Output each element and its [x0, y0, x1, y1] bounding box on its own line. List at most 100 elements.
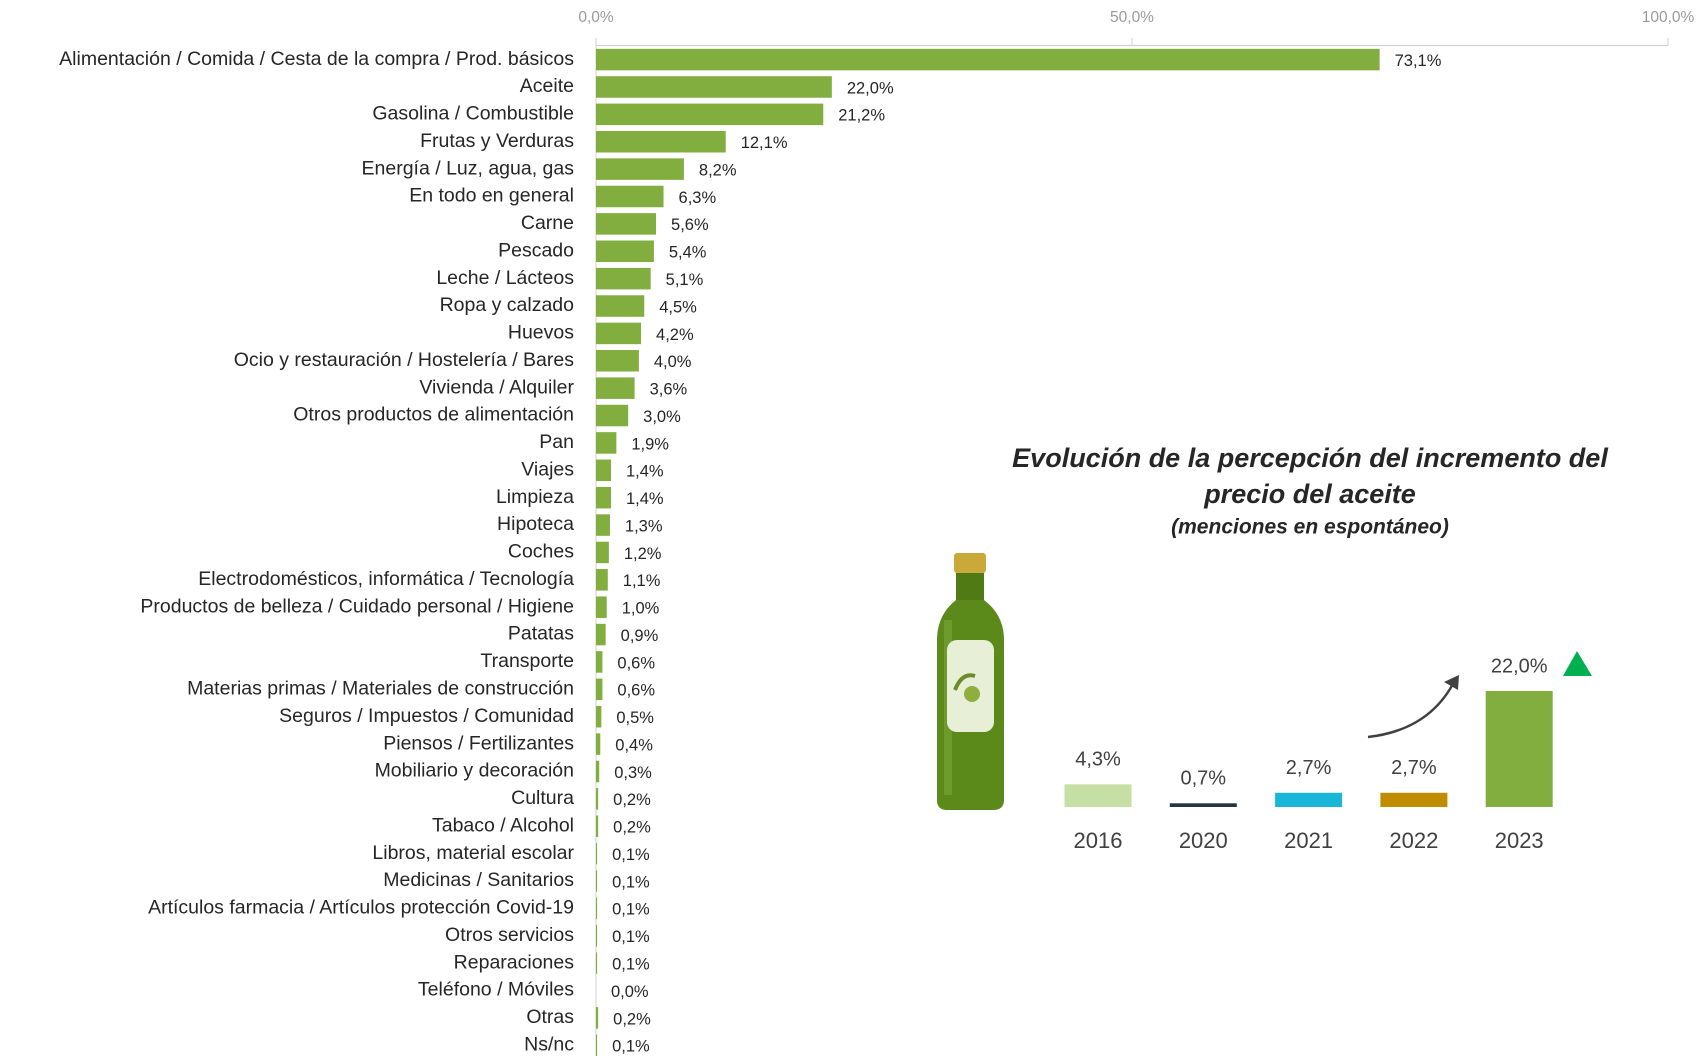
bar: [596, 76, 832, 98]
y-tick-label: Limpieza: [496, 486, 574, 508]
y-tick-label: Carne: [521, 212, 574, 234]
bar: [596, 103, 824, 126]
y-tick-label: Otros productos de alimentación: [293, 404, 574, 426]
y-tick-label: Pescado: [498, 239, 574, 261]
data-label: 0,2%: [613, 791, 651, 809]
bar: [596, 897, 598, 920]
bar: [1169, 803, 1237, 807]
x-tick-label: 2022: [1389, 828, 1438, 853]
data-label: 0,1%: [612, 901, 650, 919]
y-tick-label: Transporte: [480, 650, 574, 672]
oil-bottle: [937, 553, 1004, 810]
data-label: 1,4%: [626, 490, 664, 508]
bar: [596, 760, 600, 783]
y-tick-label: Energía / Luz, agua, gas: [362, 157, 575, 179]
bar: [596, 185, 664, 208]
bar: [596, 651, 603, 673]
bar: [596, 377, 635, 399]
x-tick-label: 100,0%: [1642, 9, 1695, 26]
data-label: 0,1%: [612, 873, 650, 891]
y-tick-label: Electrodomésticos, informática / Tecnolo…: [198, 568, 574, 590]
bar: [596, 705, 602, 728]
y-tick-label: Materias primas / Materiales de construc…: [187, 677, 574, 699]
y-tick-label: Productos de belleza / Cuidado personal …: [140, 595, 574, 617]
x-tick-label: 2023: [1495, 828, 1544, 853]
y-tick-label: En todo en general: [409, 185, 574, 207]
y-tick-label: Huevos: [508, 322, 574, 344]
y-tick-label: Reparaciones: [454, 951, 575, 973]
bar: [596, 925, 598, 947]
bar: [596, 1034, 598, 1056]
y-tick-label: Seguros / Impuestos / Comunidad: [279, 705, 574, 727]
data-label: 22,0%: [847, 79, 894, 97]
data-label: 0,7%: [1181, 768, 1227, 790]
y-tick-label: Ns/nc: [524, 1033, 574, 1055]
inset-subtitle: (menciones en espontáneo): [1171, 516, 1449, 539]
bar: [596, 952, 598, 974]
bar: [1275, 792, 1343, 807]
y-tick-label: Otros servicios: [445, 924, 574, 946]
y-tick-label: Otras: [526, 1006, 574, 1028]
bar: [596, 350, 639, 372]
bar: [596, 213, 657, 235]
data-label: 1,9%: [631, 435, 669, 453]
y-tick-label: Aceite: [520, 75, 574, 97]
inset-title: Evolución de la percepción del increment…: [1012, 443, 1608, 509]
bar: [596, 870, 598, 892]
x-tick-label: 2021: [1284, 828, 1333, 853]
data-label: 1,2%: [624, 545, 662, 563]
trend-arrowhead: [1444, 675, 1459, 690]
y-tick-label: Viajes: [521, 458, 574, 480]
data-label: 4,3%: [1075, 749, 1121, 771]
data-label: 1,4%: [626, 463, 664, 481]
bar: [596, 596, 607, 618]
bar: [596, 459, 612, 482]
data-label: 12,1%: [741, 134, 788, 152]
y-tick-label: Coches: [508, 541, 574, 563]
bar: [596, 432, 617, 454]
data-label: 0,9%: [621, 627, 659, 645]
data-label: 6,3%: [679, 189, 717, 207]
data-label: 0,1%: [612, 928, 650, 946]
bar: [596, 842, 598, 865]
bar: [596, 240, 654, 263]
up-indicator: [1563, 651, 1592, 676]
bar: [1064, 784, 1132, 807]
bar: [596, 1007, 599, 1029]
bar: [596, 733, 601, 755]
y-tick-label: Libros, material escolar: [372, 842, 574, 864]
data-label: 4,0%: [654, 353, 692, 371]
data-label: 1,1%: [623, 572, 661, 590]
y-tick-label: Medicinas / Sanitarios: [383, 869, 574, 891]
data-label: 3,0%: [643, 408, 681, 426]
y-tick-label: Frutas y Verduras: [420, 130, 574, 152]
bar: [596, 541, 609, 564]
data-label: 0,6%: [617, 654, 655, 672]
x-tick-label: 2020: [1179, 828, 1228, 853]
data-label: 0,1%: [612, 955, 650, 973]
data-label: 0,1%: [612, 1038, 650, 1056]
data-label: 5,1%: [666, 271, 704, 289]
y-tick-label: Piensos / Fertilizantes: [383, 732, 574, 754]
data-label: 4,5%: [659, 298, 697, 316]
bar: [596, 514, 610, 536]
bar: [596, 569, 608, 591]
bar: [596, 267, 651, 290]
bar: [596, 158, 684, 180]
trend-arrow: [1367, 679, 1457, 739]
data-label: 1,3%: [625, 517, 663, 535]
bar: [1485, 691, 1553, 807]
y-tick-label: Ropa y calzado: [440, 294, 575, 316]
data-label: 8,2%: [699, 161, 737, 179]
data-label: 1,0%: [622, 600, 660, 618]
data-label: 3,6%: [650, 381, 688, 399]
y-tick-label: Mobiliario y decoración: [375, 760, 574, 782]
bar: [596, 815, 599, 837]
x-tick-label: 50,0%: [1110, 9, 1154, 26]
y-tick-label: Gasolina / Combustible: [372, 103, 574, 125]
y-tick-label: Tabaco / Alcohol: [432, 814, 574, 836]
bar: [596, 623, 606, 646]
data-label: 2,7%: [1391, 757, 1437, 779]
y-tick-label: Cultura: [511, 787, 574, 809]
